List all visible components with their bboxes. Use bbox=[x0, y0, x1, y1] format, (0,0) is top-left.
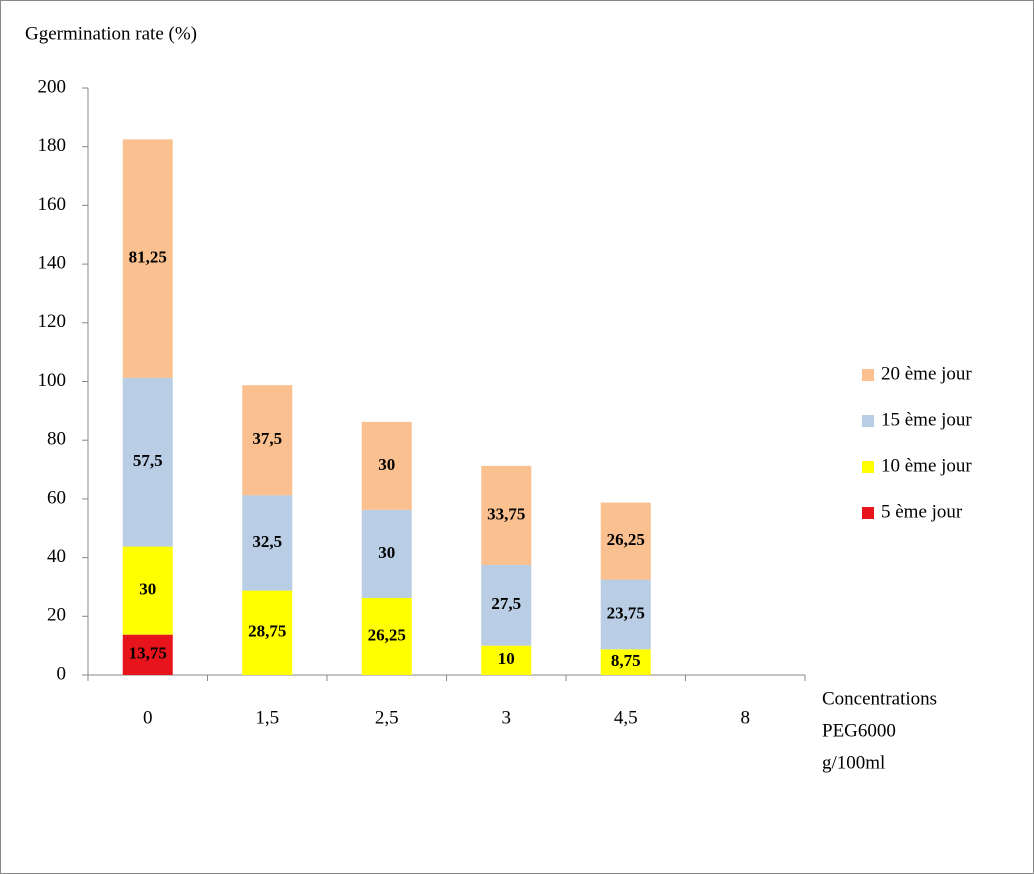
y-tick-label: 0 bbox=[57, 663, 67, 684]
x-tick-label: 8 bbox=[741, 707, 751, 728]
data-label: 30 bbox=[378, 543, 395, 562]
bar-segment bbox=[481, 465, 532, 565]
data-label: 27,5 bbox=[491, 594, 521, 613]
y-tick-label: 60 bbox=[47, 487, 66, 508]
data-label: 30 bbox=[378, 455, 395, 474]
y-tick-label: 200 bbox=[38, 76, 67, 97]
bar-segment bbox=[122, 377, 173, 547]
bar-segment bbox=[242, 590, 293, 675]
bar-segment bbox=[122, 634, 173, 675]
legend-label: 5 ème jour bbox=[881, 501, 963, 522]
bar-segment bbox=[361, 509, 412, 598]
y-tick-label: 160 bbox=[38, 194, 67, 215]
data-label: 23,75 bbox=[607, 603, 645, 622]
legend-label: 20 ème jour bbox=[881, 363, 972, 384]
bar-segment bbox=[242, 385, 293, 496]
x-tick-label: 4,5 bbox=[614, 707, 638, 728]
data-label: 8,75 bbox=[611, 651, 641, 670]
x-axis-title: g/100ml bbox=[822, 752, 885, 773]
x-tick-label: 2,5 bbox=[375, 707, 399, 728]
data-label: 28,75 bbox=[248, 622, 286, 641]
legend-swatch bbox=[862, 507, 874, 519]
data-label: 26,25 bbox=[607, 530, 645, 549]
legend-swatch bbox=[862, 415, 874, 427]
y-tick-label: 20 bbox=[47, 605, 66, 626]
data-label: 32,5 bbox=[252, 532, 282, 551]
bar-segment bbox=[481, 645, 532, 675]
x-axis-title: Concentrations bbox=[822, 688, 937, 709]
x-tick-label: 3 bbox=[502, 707, 512, 728]
data-label: 81,25 bbox=[129, 248, 167, 267]
bar-segment bbox=[242, 495, 293, 591]
data-label: 13,75 bbox=[129, 644, 167, 663]
legend-label: 10 ème jour bbox=[881, 455, 972, 476]
bar-segment bbox=[600, 579, 651, 650]
bar-segment bbox=[600, 649, 651, 675]
y-tick-label: 80 bbox=[47, 429, 66, 450]
data-label: 57,5 bbox=[133, 451, 163, 470]
data-label: 26,25 bbox=[368, 625, 406, 644]
y-tick-label: 40 bbox=[47, 546, 66, 567]
x-tick-label: 1,5 bbox=[255, 707, 279, 728]
y-tick-label: 140 bbox=[38, 252, 67, 273]
data-label: 30 bbox=[139, 580, 156, 599]
legend-label: 15 ème jour bbox=[881, 409, 972, 430]
bar-segment bbox=[122, 546, 173, 635]
bar-segment bbox=[361, 597, 412, 675]
bar-segment bbox=[600, 502, 651, 580]
bar-segment bbox=[361, 421, 412, 510]
y-tick-label: 120 bbox=[38, 311, 67, 332]
legend-swatch bbox=[862, 369, 874, 381]
y-axis-title: Ggermination rate (%) bbox=[25, 23, 197, 44]
bar-segment bbox=[122, 139, 173, 378]
data-label: 10 bbox=[498, 649, 515, 668]
legend-swatch bbox=[862, 461, 874, 473]
x-tick-label: 0 bbox=[143, 707, 153, 728]
y-tick-label: 100 bbox=[38, 370, 67, 391]
y-tick-label: 180 bbox=[38, 135, 67, 156]
data-label: 37,5 bbox=[252, 429, 282, 448]
bar-segment bbox=[481, 564, 532, 646]
x-axis-title: PEG6000 bbox=[822, 720, 896, 741]
data-label: 33,75 bbox=[487, 504, 525, 523]
